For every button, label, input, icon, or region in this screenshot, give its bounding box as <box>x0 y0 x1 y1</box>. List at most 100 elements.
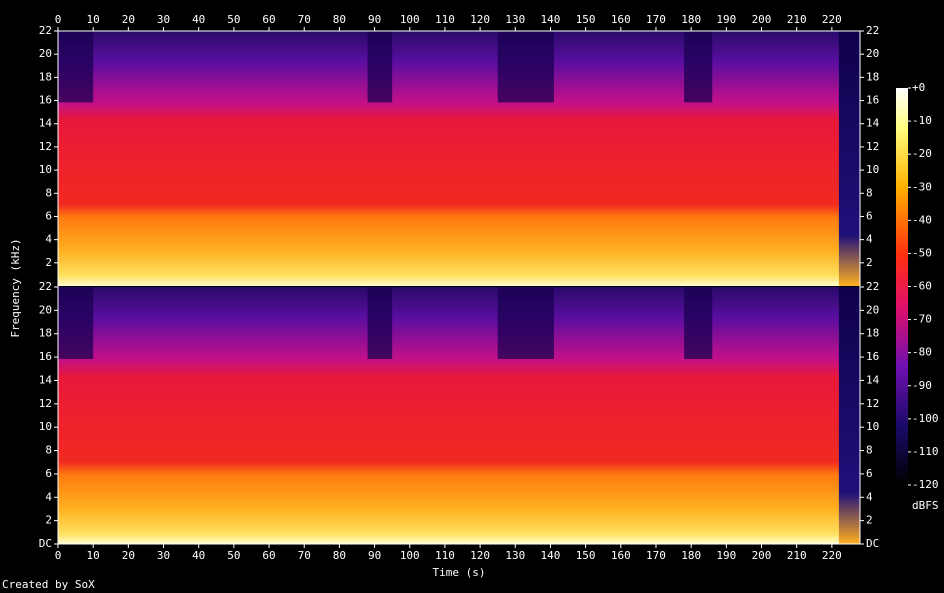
y-tick-label: DC <box>39 537 52 550</box>
x-tick-label-top: 40 <box>192 13 205 26</box>
colorbar-tick-label: -50 <box>912 246 932 259</box>
colorbar-tick-label: -120 <box>912 478 939 491</box>
plot-frame <box>57 30 861 545</box>
y-tick-label: 14 <box>39 373 53 386</box>
x-tick-label-bottom: 180 <box>681 549 701 562</box>
x-tick-label-bottom: 30 <box>157 549 170 562</box>
y-tick-label-right: 20 <box>866 303 879 316</box>
quiet-region <box>684 287 713 359</box>
colorbar-tick-label: -10 <box>912 114 932 127</box>
y-tick-label: 14 <box>39 117 53 130</box>
y-tick-label-right: 10 <box>866 163 879 176</box>
x-tick-label-top: 60 <box>262 13 275 26</box>
quiet-region <box>58 31 94 103</box>
x-tick-label-bottom: 80 <box>333 549 346 562</box>
x-tick-label-top: 220 <box>822 13 842 26</box>
y-tick-label: 6 <box>45 209 52 222</box>
colorbar-tick-label: -30 <box>912 180 932 193</box>
x-tick-label-top: 210 <box>787 13 807 26</box>
colorbar-tick-label: -80 <box>912 346 932 359</box>
y-tick-label: 20 <box>39 47 52 60</box>
quiet-region <box>684 31 713 103</box>
y-tick-label: 4 <box>45 490 52 503</box>
x-tick-label-top: 140 <box>541 13 561 26</box>
fade-tail <box>838 287 860 544</box>
x-tick-label-bottom: 130 <box>505 549 525 562</box>
y-tick-label-right: 8 <box>866 186 873 199</box>
y-tick-label: 2 <box>45 256 52 269</box>
colorbar-tick-label: -20 <box>912 147 932 160</box>
x-tick-label-bottom: 110 <box>435 549 455 562</box>
y-tick-label: 8 <box>45 444 52 457</box>
y-tick-label-right: 2 <box>866 256 873 269</box>
x-tick-label-bottom: 190 <box>716 549 736 562</box>
colorbar <box>896 88 908 485</box>
x-tick-label-top: 80 <box>333 13 346 26</box>
y-tick-label: 22 <box>39 24 52 37</box>
colorbar-tick-label: -100 <box>912 412 939 425</box>
x-tick-label-bottom: 90 <box>368 549 381 562</box>
colorbar-tick-label: -110 <box>912 445 939 458</box>
y-tick-label-right: 16 <box>866 350 879 363</box>
quiet-region <box>367 31 393 103</box>
x-tick-label-top: 100 <box>400 13 420 26</box>
y-tick-label: 12 <box>39 397 52 410</box>
x-tick-label-bottom: 200 <box>752 549 772 562</box>
y-tick-label-right: 6 <box>866 467 873 480</box>
y-tick-label: 22 <box>39 280 52 293</box>
x-tick-label-top: 0 <box>55 13 62 26</box>
y-tick-label: 4 <box>45 233 52 246</box>
x-axis-label: Time (s) <box>433 566 486 579</box>
y-tick-label: 20 <box>39 303 52 316</box>
x-tick-label-bottom: 10 <box>87 549 100 562</box>
y-tick-label-right: 4 <box>866 490 873 503</box>
x-tick-label-bottom: 160 <box>611 549 631 562</box>
y-tick-label: 10 <box>39 420 52 433</box>
y-tick-label: 18 <box>39 327 52 340</box>
spectrogram-channel <box>58 287 860 544</box>
x-tick-label-bottom: 150 <box>576 549 596 562</box>
y-tick-label: 16 <box>39 350 52 363</box>
x-tick-label-bottom: 100 <box>400 549 420 562</box>
x-tick-label-bottom: 60 <box>262 549 275 562</box>
y-tick-label-right: 18 <box>866 327 879 340</box>
x-tick-label-bottom: 120 <box>470 549 490 562</box>
y-tick-label: 18 <box>39 70 52 83</box>
x-tick-label-bottom: 140 <box>541 549 561 562</box>
y-tick-label-right: 16 <box>866 94 879 107</box>
x-tick-label-bottom: 70 <box>298 549 311 562</box>
x-tick-label-bottom: 20 <box>122 549 135 562</box>
y-tick-label-right: 20 <box>866 47 879 60</box>
y-tick-label-right: 6 <box>866 209 873 222</box>
spectrogram-channel <box>58 31 860 286</box>
y-tick-label: 6 <box>45 467 52 480</box>
x-tick-label-top: 200 <box>752 13 772 26</box>
colorbar-tick-label: +0 <box>912 81 925 94</box>
y-tick-label-right: 12 <box>866 140 879 153</box>
y-tick-label-right: DC <box>866 537 879 550</box>
y-tick-label-right: 12 <box>866 397 879 410</box>
fade-tail <box>838 31 860 286</box>
x-tick-label-top: 160 <box>611 13 631 26</box>
y-tick-label-right: 22 <box>866 24 879 37</box>
y-tick-label-right: 8 <box>866 444 873 457</box>
x-tick-label-top: 10 <box>87 13 100 26</box>
x-tick-label-top: 70 <box>298 13 311 26</box>
colorbar-tick-label: -40 <box>912 213 932 226</box>
x-tick-label-top: 50 <box>227 13 240 26</box>
y-tick-label: 16 <box>39 94 52 107</box>
x-tick-label-top: 30 <box>157 13 170 26</box>
x-tick-label-top: 180 <box>681 13 701 26</box>
y-tick-label-right: 22 <box>866 280 879 293</box>
x-tick-label-top: 110 <box>435 13 455 26</box>
y-tick-label: 12 <box>39 140 52 153</box>
x-tick-label-bottom: 170 <box>646 549 666 562</box>
y-tick-label-right: 18 <box>866 70 879 83</box>
quiet-region <box>497 31 554 103</box>
quiet-region <box>367 287 393 359</box>
quiet-region <box>497 287 554 359</box>
y-tick-label-right: 14 <box>866 117 880 130</box>
x-tick-label-bottom: 0 <box>55 549 62 562</box>
x-tick-label-top: 90 <box>368 13 381 26</box>
